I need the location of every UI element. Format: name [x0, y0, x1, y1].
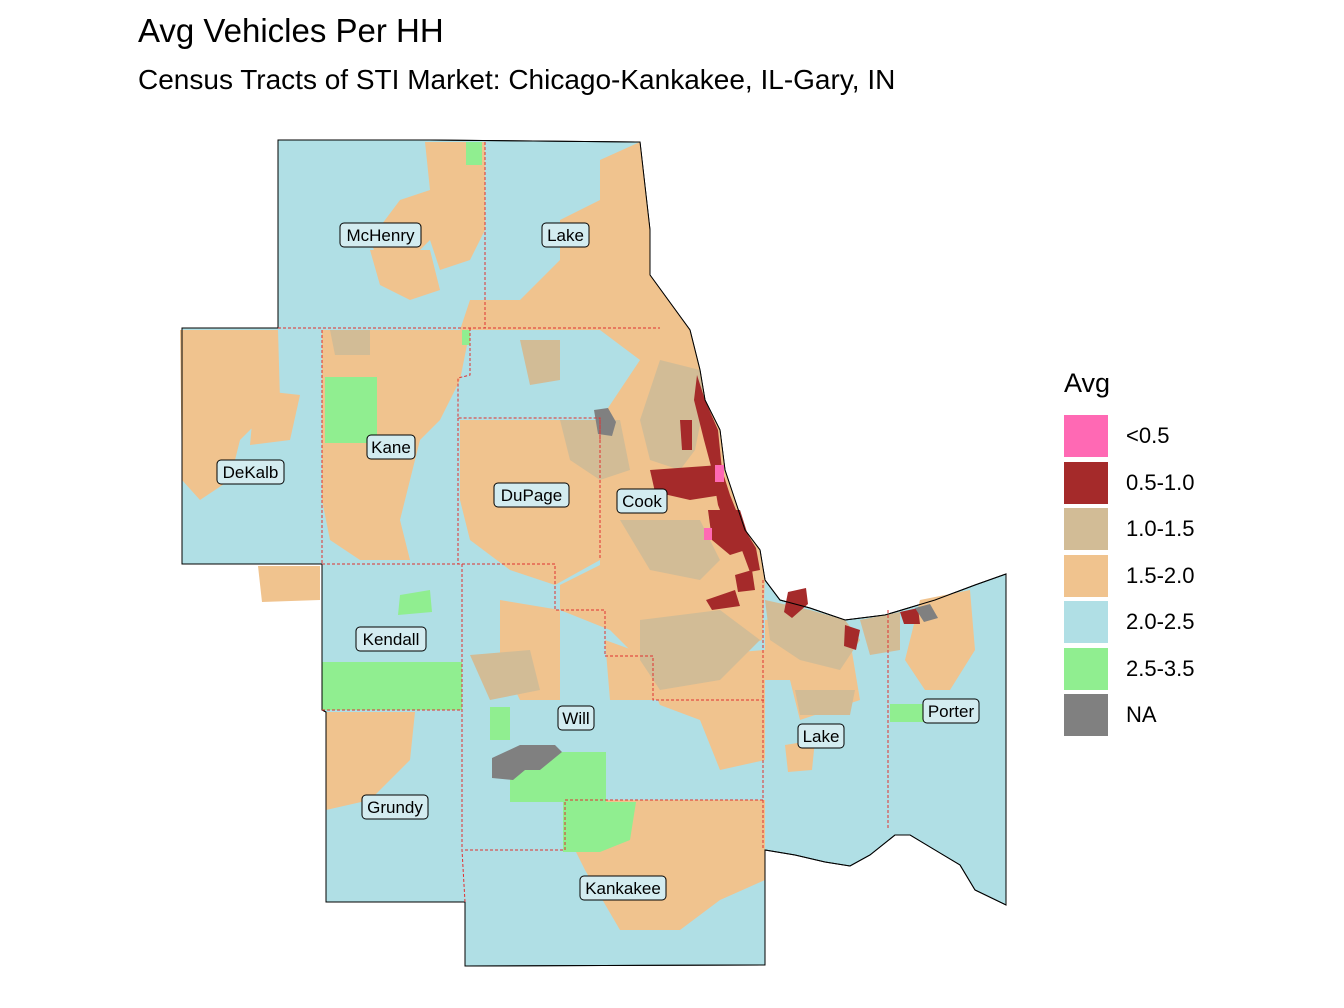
legend-item: 0.5-1.0: [1064, 460, 1195, 507]
market-outline: [181, 139, 1007, 967]
svg-text:Lake: Lake: [803, 727, 840, 746]
county-label-dupage: DuPage: [493, 482, 570, 508]
county-label-grundy: Grundy: [361, 794, 429, 820]
svg-text:Cook: Cook: [622, 492, 662, 511]
class-0.5-1.0-tracts: [650, 375, 920, 650]
class-under-0.5-tracts: [704, 465, 724, 540]
county-label-mchenry: McHenry: [339, 222, 422, 248]
svg-text:Kendall: Kendall: [363, 630, 420, 649]
county-label-cook: Cook: [616, 488, 668, 514]
county-label-lake-il: Lake: [541, 222, 590, 248]
legend-label: 0.5-1.0: [1126, 469, 1195, 495]
legend-items: <0.5 0.5-1.0 1.0-1.5 1.5-2.0 2.0-2.5 2.5-3.5 N…: [1064, 413, 1195, 739]
county-label-will: Will: [557, 705, 595, 731]
legend-swatch: [1064, 508, 1108, 551]
legend-swatch: [1064, 461, 1108, 504]
legend-swatch: [1064, 601, 1108, 644]
legend-item: 1.0-1.5: [1064, 506, 1195, 553]
county-label-lake-in: Lake: [797, 723, 845, 749]
svg-text:Grundy: Grundy: [367, 798, 423, 817]
legend-item: 2.0-2.5: [1064, 599, 1195, 646]
county-boundaries: [278, 142, 889, 903]
svg-text:McHenry: McHenry: [346, 226, 415, 245]
legend-item: 2.5-3.5: [1064, 646, 1195, 693]
legend-item: <0.5: [1064, 413, 1195, 460]
county-label-dekalb: DeKalb: [216, 459, 285, 485]
legend-label: 2.5-3.5: [1126, 655, 1195, 681]
legend-item: NA: [1064, 692, 1195, 739]
county-label-kankakee: Kankakee: [579, 875, 667, 901]
legend-item: 1.5-2.0: [1064, 553, 1195, 600]
county-label-kendall: Kendall: [355, 626, 427, 652]
legend-title: Avg: [1064, 368, 1111, 398]
legend-swatch: [1064, 415, 1108, 458]
svg-text:Porter: Porter: [928, 702, 975, 721]
svg-text:Kankakee: Kankakee: [585, 879, 661, 898]
legend-label: 1.5-2.0: [1126, 562, 1195, 588]
svg-text:DuPage: DuPage: [501, 486, 562, 505]
legend-swatch: [1064, 647, 1108, 690]
county-label-porter: Porter: [922, 698, 980, 724]
legend-label: NA: [1126, 702, 1157, 728]
svg-text:Lake: Lake: [547, 226, 584, 245]
legend-label: 1.0-1.5: [1126, 516, 1195, 542]
legend-label: <0.5: [1126, 423, 1170, 449]
legend-swatch: [1064, 554, 1108, 597]
svg-text:DeKalb: DeKalb: [223, 463, 279, 482]
svg-text:Kane: Kane: [371, 438, 411, 457]
legend-swatch: [1064, 694, 1108, 737]
map-subtitle: Census Tracts of STI Market: Chicago-Kan…: [138, 64, 896, 95]
map-title: Avg Vehicles Per HH: [138, 12, 444, 49]
county-label-kane: Kane: [366, 434, 416, 460]
legend: Avg <0.5 0.5-1.0 1.0-1.5 1.5-2.0 2.0-2.5 2.5-…: [1064, 368, 1195, 739]
svg-text:Will: Will: [562, 709, 589, 728]
legend-label: 2.0-2.5: [1126, 609, 1195, 635]
